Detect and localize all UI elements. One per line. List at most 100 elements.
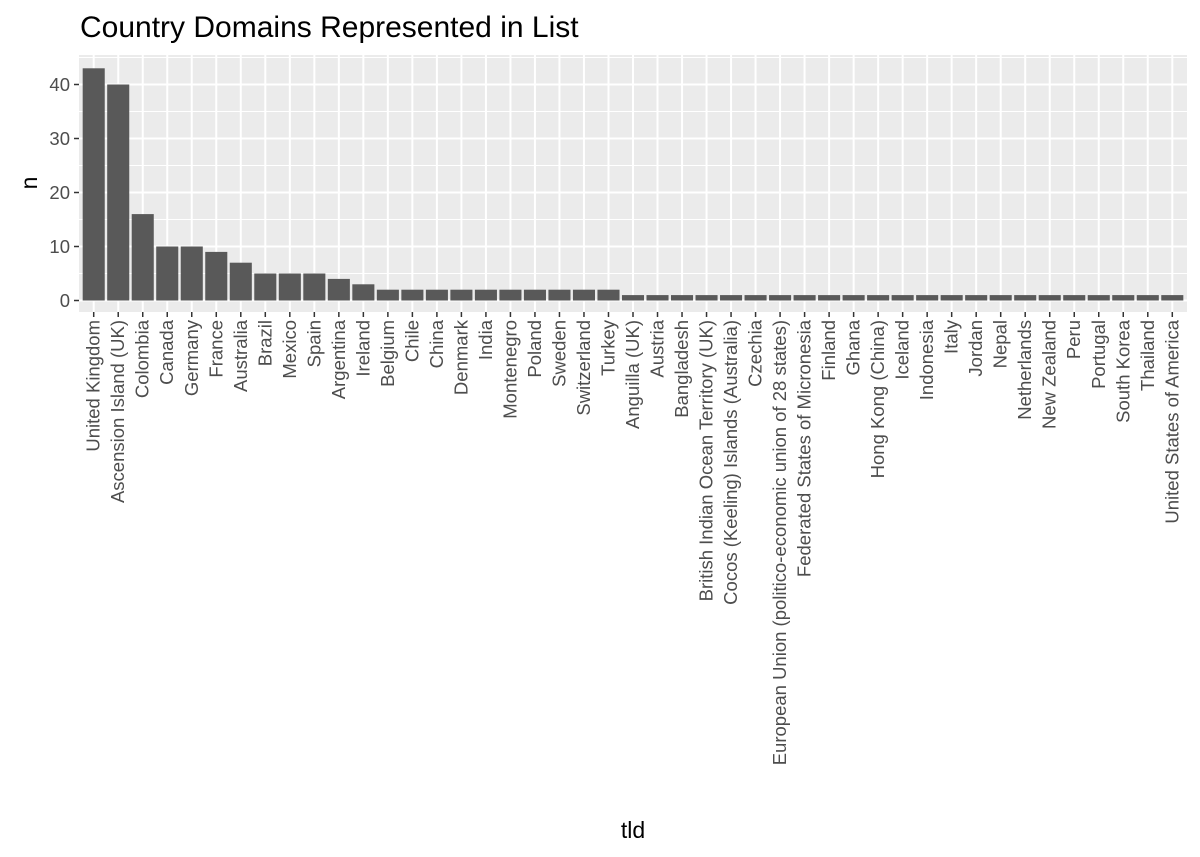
x-tick-label: Brazil: [254, 320, 275, 366]
bar: [744, 295, 767, 301]
x-tick-label: Belgium: [377, 320, 398, 387]
bar: [401, 289, 424, 301]
x-tick-label: Switzerland: [573, 320, 594, 416]
bar: [989, 295, 1012, 301]
x-tick-label: United States of America: [1161, 319, 1182, 523]
bar: [1038, 295, 1061, 301]
y-tick-label: 30: [49, 128, 70, 149]
bar: [621, 295, 645, 301]
bar: [131, 214, 154, 301]
x-tick-label: United Kingdom: [83, 320, 104, 452]
bar: [229, 262, 252, 301]
x-tick-label: Austria: [647, 319, 668, 377]
bar: [867, 295, 890, 301]
bar: [548, 289, 571, 301]
bar: [1087, 295, 1110, 301]
x-tick-label: Bangladesh: [671, 320, 692, 418]
x-tick-label: Finland: [818, 320, 839, 381]
bar: [1136, 295, 1159, 301]
x-tick-label: Colombia: [132, 319, 153, 398]
bar: [572, 289, 596, 301]
x-tick-label: Federated States of Micronesia: [794, 319, 815, 577]
bar: [842, 295, 865, 301]
x-tick-label: South Korea: [1112, 319, 1133, 423]
x-tick-label: Iceland: [892, 320, 913, 380]
x-tick-label: India: [475, 319, 496, 360]
bar: [1161, 295, 1184, 301]
x-axis: United Kingdom Ascension Island (UK) Colom…: [83, 312, 1182, 765]
bar: [156, 246, 179, 301]
x-tick-label: Peru: [1063, 320, 1084, 359]
bar: [499, 289, 522, 301]
bar: [107, 84, 130, 301]
x-tick-label: Netherlands: [1014, 320, 1035, 420]
x-tick-label: Czechia: [745, 319, 766, 387]
x-tick-label: Sweden: [549, 320, 570, 387]
x-tick-label: European Union (politico-economic union …: [769, 320, 790, 765]
x-tick-label: Denmark: [450, 319, 471, 395]
bar: [450, 289, 473, 301]
bar: [82, 68, 105, 301]
x-axis-title: tld: [621, 817, 645, 843]
x-tick-label: Thailand: [1137, 320, 1158, 391]
bar: [720, 295, 743, 301]
x-tick-label: Anguilla (UK): [622, 320, 643, 429]
y-axis: 0 10 20 30 40: [49, 74, 79, 311]
bar: [254, 273, 277, 301]
x-tick-label: Jordan: [965, 320, 986, 377]
x-tick-label: Italy: [941, 319, 962, 354]
x-tick-label: Spain: [303, 320, 324, 367]
y-tick-label: 10: [49, 236, 70, 257]
y-axis-title: n: [16, 177, 42, 190]
bar: [891, 295, 914, 301]
bar: [793, 295, 816, 301]
x-tick-label: Portugal: [1088, 320, 1109, 389]
bar: [474, 289, 497, 301]
x-tick-label: New Zealand: [1039, 320, 1060, 429]
bar: [818, 295, 841, 301]
x-tick-label: France: [205, 320, 226, 378]
x-tick-label: Argentina: [328, 319, 349, 399]
bar: [597, 289, 620, 301]
y-tick-label: 20: [49, 182, 70, 203]
bar: [205, 251, 228, 301]
bar: [352, 284, 375, 301]
x-tick-label: Poland: [524, 320, 545, 378]
y-tick-label: 0: [60, 290, 70, 311]
x-tick-label: Montenegro: [499, 320, 520, 419]
bar: [1063, 295, 1086, 301]
bar: [695, 295, 718, 301]
bar: [303, 273, 326, 301]
bar: [180, 246, 203, 301]
x-tick-label: Chile: [401, 320, 422, 362]
x-tick-label: Germany: [181, 319, 202, 396]
x-tick-label: Mexico: [279, 320, 300, 379]
x-tick-label: Nepal: [990, 320, 1011, 368]
bar: [278, 273, 301, 301]
bar: [670, 295, 694, 301]
x-tick-label: Hong Kong (China): [867, 320, 888, 478]
bar: [646, 295, 669, 301]
x-tick-label: Ghana: [843, 319, 864, 375]
x-tick-label: Cocos (Keeling) Islands (Australia): [720, 320, 741, 605]
bar: [376, 289, 399, 301]
bar: [327, 278, 350, 301]
bar: [1014, 295, 1037, 301]
x-tick-label: Ireland: [352, 320, 373, 377]
bar: [940, 295, 963, 301]
bars: [82, 68, 1184, 301]
bar: [965, 295, 988, 301]
y-tick-label: 40: [49, 74, 70, 95]
x-tick-label: Canada: [156, 319, 177, 385]
bar: [769, 295, 792, 301]
x-tick-label: Ascension Island (UK): [107, 320, 128, 503]
bar: [523, 289, 546, 301]
x-tick-label: British Indian Ocean Territory (UK): [696, 320, 717, 601]
bar: [916, 295, 939, 301]
x-tick-label: Australia: [230, 319, 251, 392]
bar: [1112, 295, 1135, 301]
x-tick-label: Turkey: [598, 319, 619, 376]
chart-title: Country Domains Represented in List: [80, 11, 579, 44]
x-tick-label: China: [426, 319, 447, 368]
bar: [425, 289, 448, 301]
